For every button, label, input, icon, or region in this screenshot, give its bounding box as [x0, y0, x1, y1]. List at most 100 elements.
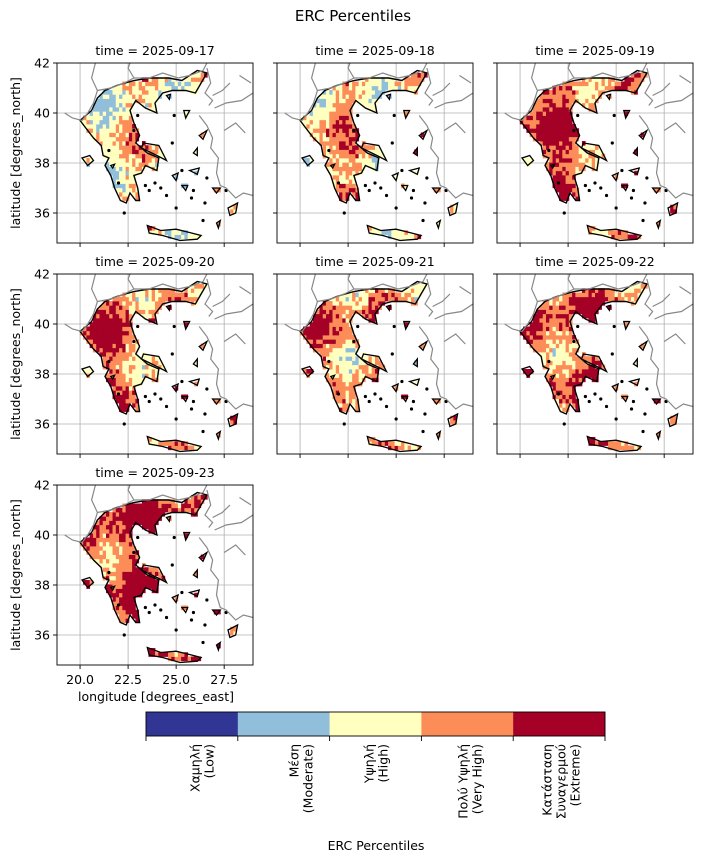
erc-cell [322, 111, 327, 116]
erc-cell [128, 507, 133, 513]
erc-cell [598, 81, 602, 87]
erc-cell [151, 158, 156, 163]
erc-cell [155, 81, 159, 87]
erc-cell [342, 111, 346, 116]
erc-cell [562, 339, 566, 344]
erc-cell [361, 94, 366, 99]
erc-cell [410, 81, 415, 87]
border-line [64, 485, 99, 544]
erc-cell [155, 580, 159, 585]
erc-cell [414, 292, 418, 298]
erc-cell [536, 322, 540, 327]
erc-cell [92, 541, 97, 547]
erc-cell [312, 111, 317, 116]
erc-cell [555, 158, 560, 163]
erc-cell [128, 558, 133, 564]
erc-cell [329, 128, 333, 133]
erc-cell [329, 115, 333, 121]
erc-cell [230, 420, 234, 425]
erc-cell [568, 356, 573, 361]
erc-cell [361, 313, 366, 319]
erc-cell [640, 73, 645, 78]
erc-cell [332, 141, 337, 146]
erc-cell [145, 516, 149, 521]
erc-cell [335, 390, 340, 395]
erc-cell [414, 445, 418, 451]
erc-cell [132, 516, 136, 521]
erc-cell [89, 546, 94, 551]
erc-cell [115, 85, 120, 91]
erc-cell [546, 119, 550, 125]
erc-cell [89, 533, 94, 538]
erc-cell [562, 369, 566, 374]
erc-cell [89, 124, 94, 129]
erc-cell [119, 94, 123, 99]
island-coastline [620, 395, 629, 403]
erc-cell [151, 584, 156, 589]
erc-cell [326, 301, 330, 306]
erc-cell [132, 149, 136, 155]
erc-cell [106, 119, 110, 125]
erc-cell [532, 115, 537, 121]
erc-cell [611, 230, 615, 235]
erc-cell [200, 343, 205, 349]
erc-cell [581, 356, 586, 361]
erc-cell [549, 326, 553, 332]
erc-cell [122, 301, 126, 306]
erc-cell [332, 390, 337, 395]
erc-cell [539, 98, 544, 104]
colorbar-swatch [146, 712, 239, 736]
erc-cell [115, 352, 120, 357]
erc-cell [119, 364, 123, 370]
islet-marker [180, 379, 184, 384]
island-coastline [211, 398, 222, 406]
islet-marker [122, 211, 126, 215]
erc-cell [106, 326, 110, 332]
erc-cell [119, 563, 123, 568]
erc-cell [112, 563, 117, 568]
erc-cell [630, 288, 635, 293]
erc-cell [348, 90, 353, 95]
erc-cell [155, 158, 159, 163]
erc-cell [119, 554, 123, 560]
erc-cell [368, 145, 373, 150]
erc-cell [572, 309, 576, 315]
erc-cell [194, 149, 198, 155]
erc-cell [542, 111, 547, 116]
erc-cell [375, 81, 379, 87]
border-line [214, 514, 253, 531]
erc-cell [568, 115, 573, 121]
erc-cell [135, 507, 140, 513]
erc-cell [546, 115, 550, 121]
erc-cell [128, 546, 133, 551]
erc-cell [371, 292, 376, 298]
erc-cell [132, 394, 136, 400]
erc-cell [417, 77, 422, 82]
erc-cell [529, 128, 534, 133]
erc-cell [565, 347, 570, 353]
panel-title: time = 2025-09-23 [95, 465, 214, 480]
erc-cell [345, 326, 350, 332]
erc-cell [119, 102, 123, 108]
erc-cell [151, 313, 156, 319]
erc-cell [368, 301, 373, 306]
erc-cell [342, 183, 346, 189]
erc-cell [316, 313, 320, 319]
erc-cell [125, 124, 130, 129]
erc-cell [132, 571, 136, 577]
erc-cell [109, 369, 113, 374]
erc-cell [568, 390, 573, 395]
erc-cell [572, 183, 576, 189]
erc-cell [122, 390, 126, 395]
erc-cell [552, 166, 557, 172]
erc-cell [539, 119, 544, 125]
erc-cell [630, 77, 635, 82]
erc-cell [89, 322, 94, 327]
erc-cell [112, 352, 117, 357]
erc-cell [348, 102, 353, 108]
erc-cell [546, 335, 550, 340]
erc-cell [371, 360, 376, 366]
erc-cell [125, 153, 130, 159]
erc-cell [309, 111, 314, 116]
island-coastline [187, 589, 201, 598]
